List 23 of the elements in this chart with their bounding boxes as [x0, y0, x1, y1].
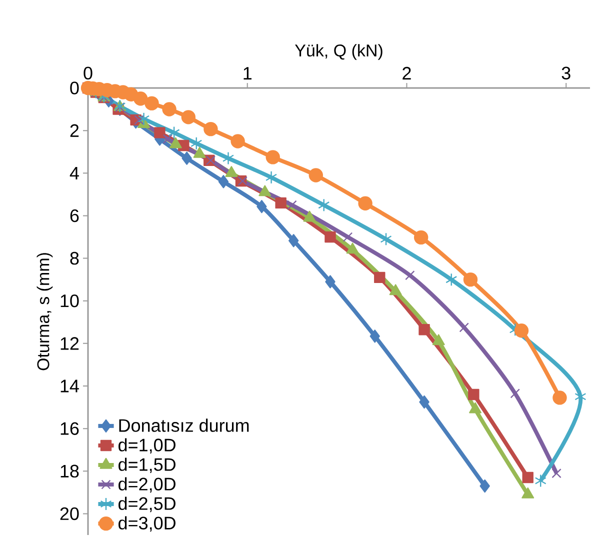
y-tick-label: 4	[70, 166, 79, 180]
y-tick-label: 20	[60, 507, 79, 520]
legend-label: d=1,0D	[118, 438, 176, 454]
y-tick-label: 6	[70, 209, 79, 222]
y-axis-title: Oturma, s (mm)	[36, 253, 53, 370]
y-tick-label: 2	[70, 124, 79, 137]
legend-label: d=2,5D	[118, 496, 176, 512]
x-tick-label: 0	[84, 66, 92, 80]
legend-label: Donatısız durum	[119, 418, 249, 432]
y-tick-label: 12	[60, 337, 79, 350]
x-tick-label: 3	[562, 66, 570, 80]
legend-label: d=1,5D	[118, 458, 176, 474]
legend-label: d=2,0D	[118, 477, 176, 493]
y-tick-label: 16	[60, 422, 79, 435]
y-tick-label: 14	[60, 380, 79, 392]
y-tick-label: 18	[60, 464, 79, 478]
x-tick-label: 1	[244, 67, 252, 80]
x-tick-label: 2	[402, 66, 411, 80]
y-tick-label: 0	[70, 82, 79, 94]
x-axis-title: Yük, Q (kN)	[294, 44, 382, 60]
y-tick-label: 8	[70, 252, 79, 265]
y-tick-label: 10	[60, 294, 79, 308]
legend-label: d=3,0D	[118, 516, 176, 532]
